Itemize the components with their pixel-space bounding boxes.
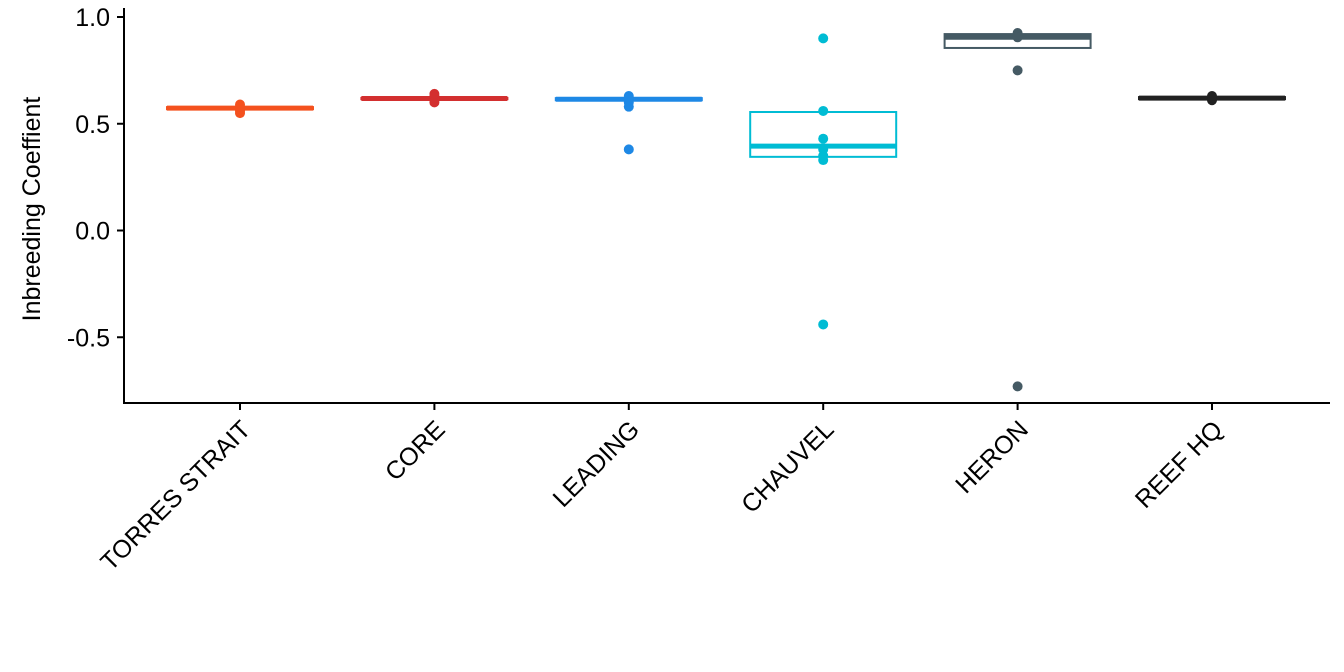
x-ticks-layer: TORRES STRAIT CORE LEADING CHAUVEL HERON REEF… xyxy=(95,403,1228,576)
data-point xyxy=(623,101,634,112)
y-tick-label: 0.0 xyxy=(75,218,110,246)
x-tick-label: HERON xyxy=(950,415,1034,499)
y-ticks-layer: 1.0 0.5 0.0 -0.5 xyxy=(67,4,124,352)
y-tick-label: 0.5 xyxy=(75,111,110,139)
data-point xyxy=(818,105,829,116)
data-point xyxy=(623,144,634,155)
x-tick-label: TORRES STRAIT xyxy=(95,415,256,576)
boxes-layer xyxy=(166,33,1286,158)
y-axis-title: Inbreeding Coeffient xyxy=(18,97,46,322)
data-point xyxy=(818,133,829,144)
data-point xyxy=(1012,65,1023,76)
data-point xyxy=(818,319,829,330)
y-tick-label: 1.0 xyxy=(75,4,110,32)
y-tick-label: -0.5 xyxy=(67,324,110,352)
x-tick-label: LEADING xyxy=(548,415,645,512)
data-point xyxy=(1012,32,1023,43)
points-layer xyxy=(235,28,1217,392)
data-point xyxy=(818,33,829,44)
x-tick-label: CORE xyxy=(380,415,451,486)
data-point xyxy=(818,155,829,166)
data-point xyxy=(429,88,440,99)
x-tick-label: REEF HQ xyxy=(1130,415,1228,513)
data-point xyxy=(235,99,245,110)
data-point xyxy=(1207,90,1217,101)
data-point xyxy=(1012,381,1023,392)
x-tick-label: CHAUVEL xyxy=(736,415,839,518)
